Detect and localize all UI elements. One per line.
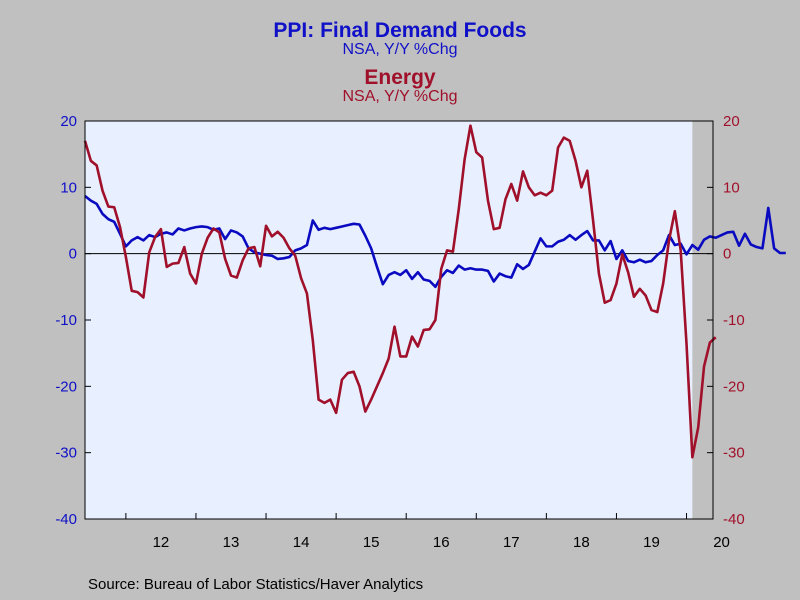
plot-frame xyxy=(84,120,714,520)
y-tick-label-right: 10 xyxy=(723,179,740,196)
y-tick-label-left: 10 xyxy=(60,179,77,196)
x-tick-label: 18 xyxy=(573,534,590,551)
y-tick-label-right: -40 xyxy=(723,511,745,528)
left-axis-series-title: PPI: Final Demand Foods xyxy=(273,19,527,42)
x-tick-label: 19 xyxy=(643,534,660,551)
recession-shading xyxy=(692,121,713,519)
y-tick-label-right: 20 xyxy=(723,113,740,130)
left-axis-series-subtitle: NSA, Y/Y %Chg xyxy=(342,41,458,58)
x-tick-label: 15 xyxy=(363,534,380,551)
x-tick-label: 17 xyxy=(503,534,520,551)
y-tick-label-right: -30 xyxy=(723,445,745,462)
plot-area xyxy=(85,121,713,519)
axes-layer: 20 20 10 10 0 0 -10 -10 -20 -20 -30 -30 -40 -40 12 13 14… xyxy=(55,113,744,551)
y-tick-label-left: -10 xyxy=(55,312,77,329)
y-tick-label-left: -20 xyxy=(55,378,77,395)
x-tick-label: 16 xyxy=(433,534,450,551)
y-tick-label-right: 0 xyxy=(723,246,731,263)
y-tick-label-right: -20 xyxy=(723,378,745,395)
y-tick-label-left: -40 xyxy=(55,511,77,528)
x-tick-label: 13 xyxy=(223,534,240,551)
y-tick-label-left: -30 xyxy=(55,445,77,462)
y-tick-label-left: 0 xyxy=(69,246,77,263)
series-line-energy xyxy=(83,124,717,459)
y-tick-label-right: -10 xyxy=(723,312,745,329)
x-tick-label: 20 xyxy=(713,534,730,551)
x-tick-label: 12 xyxy=(153,534,170,551)
right-axis-series-title: Energy xyxy=(364,66,436,89)
right-axis-series-subtitle: NSA, Y/Y %Chg xyxy=(342,88,458,105)
y-tick-label-left: 20 xyxy=(60,113,77,130)
x-tick-label: 14 xyxy=(293,534,310,551)
source-note: Source: Bureau of Labor Statistics/Haver… xyxy=(88,576,424,593)
series-layer xyxy=(83,124,786,459)
